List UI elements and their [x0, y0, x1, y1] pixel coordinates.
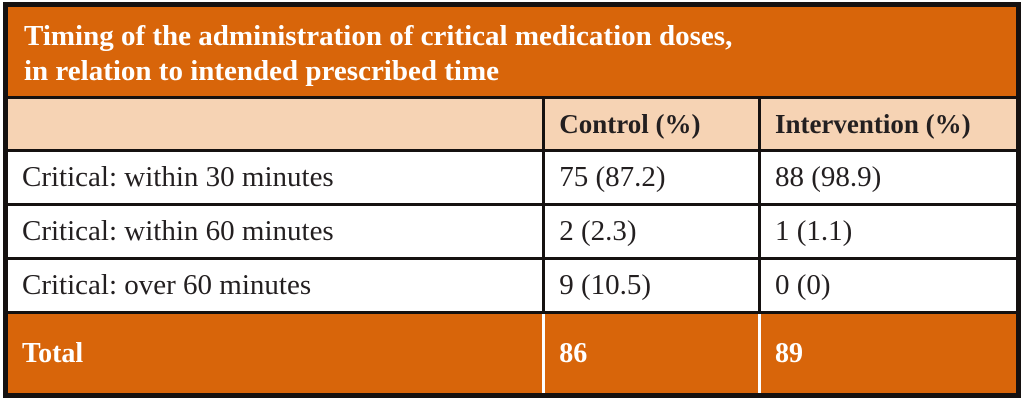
- row-label: Critical: over 60 minutes: [22, 269, 312, 301]
- total-label: Total: [22, 337, 84, 369]
- column-header-control: Control (%): [542, 99, 758, 149]
- row-label: Critical: within 30 minutes: [22, 161, 334, 193]
- row-label: Critical: within 60 minutes: [22, 215, 334, 247]
- row-control-value: 75 (87.2): [542, 152, 758, 203]
- table-title-line-2: in relation to intended prescribed time: [24, 55, 499, 87]
- table-row: Critical: within 60 minutes 2 (2.3) 1 (1…: [8, 206, 1016, 260]
- row-intervention-value: 1 (1.1): [757, 206, 1016, 257]
- row-control-value: 2 (2.3): [542, 206, 758, 257]
- table-title: Timing of the administration of critical…: [8, 7, 1016, 99]
- table-title-line-1: Timing of the administration of critical…: [24, 20, 733, 52]
- table-frame: Timing of the administration of critical…: [3, 2, 1021, 398]
- row-control-value: 9 (10.5): [542, 260, 758, 311]
- table-row: Critical: over 60 minutes 9 (10.5) 0 (0): [8, 260, 1016, 314]
- column-header-intervention: Intervention (%): [757, 99, 1016, 149]
- row-intervention-value: 88 (98.9): [757, 152, 1016, 203]
- total-intervention-value: 89: [757, 314, 1016, 393]
- table-row: Critical: within 30 minutes 75 (87.2) 88…: [8, 152, 1016, 206]
- total-row: Total 86 89: [8, 314, 1016, 393]
- column-header-row: Control (%) Intervention (%): [8, 99, 1016, 152]
- row-intervention-value: 0 (0): [757, 260, 1016, 311]
- column-header-empty: [8, 99, 542, 149]
- total-control-value: 86: [542, 314, 758, 393]
